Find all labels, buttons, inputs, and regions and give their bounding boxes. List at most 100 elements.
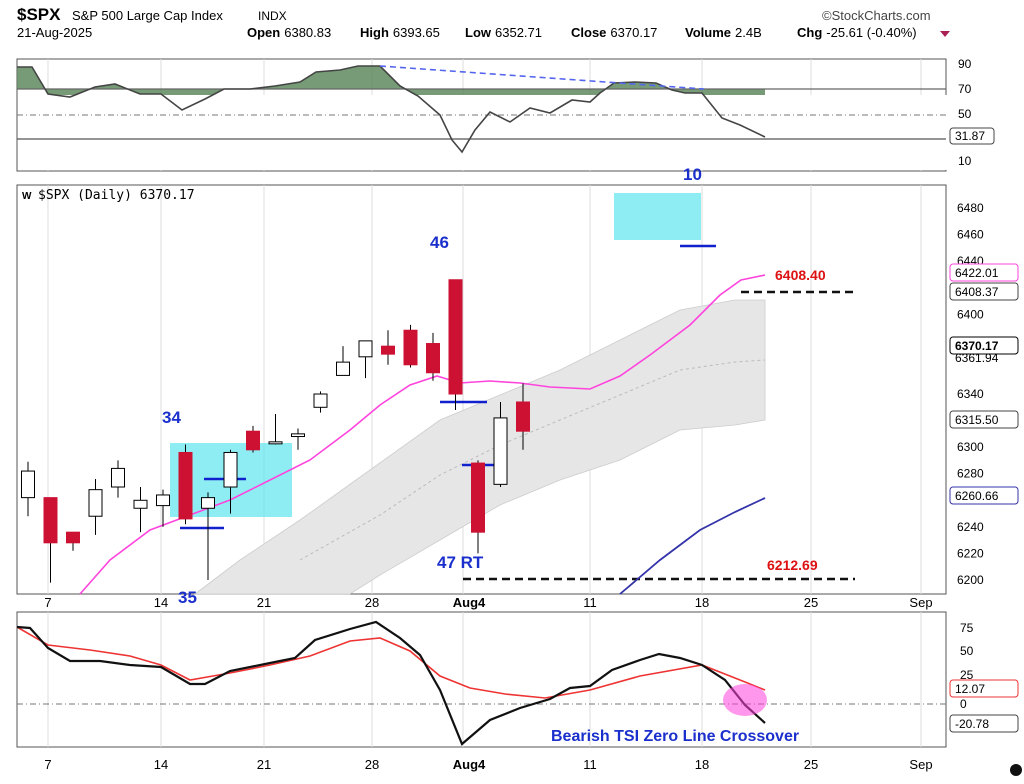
tsi-axis-tick: 50 xyxy=(960,644,974,658)
x-axis-tick: 18 xyxy=(695,595,709,610)
tag-lower-text: 6315.50 xyxy=(955,413,999,427)
count-label-47-rt: 47 RT xyxy=(437,553,484,572)
tag-tsi-signal-box xyxy=(949,679,1019,698)
x-axis-tick: Aug4 xyxy=(453,595,486,610)
high-value: 6393.65 xyxy=(393,25,440,40)
highlight-box-10 xyxy=(614,193,701,240)
candle xyxy=(43,497,58,544)
tsi-signal-line xyxy=(16,626,766,699)
price-axis-tick: 6200 xyxy=(957,573,984,587)
candle xyxy=(178,451,193,520)
price-axis-tick: 6460 xyxy=(957,228,984,242)
candle xyxy=(66,531,80,544)
close-value: 6370.17 xyxy=(610,25,657,40)
low-label: Low xyxy=(465,25,492,40)
candle xyxy=(471,462,485,533)
resistance-label: 6408.40 xyxy=(775,267,826,283)
crossover-highlight xyxy=(723,684,767,716)
tsi-axis-tick: 25 xyxy=(960,668,974,682)
low-value: 6352.71 xyxy=(495,25,542,40)
rsi-divergence-line xyxy=(379,65,705,90)
candle xyxy=(133,499,148,509)
tag-ma20-text: 6422.01 xyxy=(955,266,999,280)
price-axis-tick: 6240 xyxy=(957,520,984,534)
x-axis-tick-bottom: Sep xyxy=(909,757,932,772)
rsi-mask xyxy=(18,95,948,170)
header-name: S&P 500 Large Cap Index xyxy=(72,8,223,23)
candle xyxy=(223,451,238,488)
price-axis-tick: 6340 xyxy=(957,387,984,401)
x-axis-tick-bottom: 21 xyxy=(257,757,271,772)
tag-ma50-box xyxy=(949,486,1019,505)
x-axis-tick-bottom: Aug4 xyxy=(453,757,486,772)
rsi-axis-tick: 70 xyxy=(958,82,972,96)
candle xyxy=(268,441,283,445)
candle xyxy=(516,401,530,432)
rsi-axis-tick: 90 xyxy=(958,57,972,71)
candle xyxy=(246,430,260,451)
candle xyxy=(381,345,395,355)
rsi-value-text: 31.87 xyxy=(955,129,985,143)
tag-tsi-signal-text: 12.07 xyxy=(955,682,985,696)
tsi-annotation: Bearish TSI Zero Line Crossover xyxy=(551,728,799,745)
chg-value: -25.61 (-0.40%) xyxy=(826,25,916,40)
count-label-46: 46 xyxy=(430,233,449,252)
candle xyxy=(313,393,328,408)
x-axis-tick: 28 xyxy=(365,595,379,610)
open-value: 6380.83 xyxy=(284,25,331,40)
x-axis-tick: 7 xyxy=(44,595,51,610)
candle xyxy=(201,497,215,509)
candle xyxy=(358,340,373,358)
tag-level-box xyxy=(949,282,1019,301)
tag-close-text: 6370.17 xyxy=(955,339,999,353)
rsi-line xyxy=(17,65,766,154)
tsi-axis-tick: 0 xyxy=(960,697,967,711)
x-axis-tick-bottom: 7 xyxy=(44,757,51,772)
header-exchange: INDX xyxy=(258,9,287,23)
header-symbol: $SPX xyxy=(17,5,61,24)
x-axis-tick: Sep xyxy=(909,595,932,610)
bollinger-midline xyxy=(299,359,766,561)
candle xyxy=(291,433,305,438)
x-axis-tick: 21 xyxy=(257,595,271,610)
volume-label: Volume xyxy=(685,25,731,40)
candle xyxy=(336,361,350,376)
x-axis-tick: 11 xyxy=(583,595,597,610)
x-axis-tick-bottom: 25 xyxy=(804,757,818,772)
support-label: 6212.69 xyxy=(767,557,818,573)
tag-ma50-text: 6260.66 xyxy=(955,489,999,503)
open-label: Open xyxy=(247,25,280,40)
candle xyxy=(21,470,35,499)
header-date: 21-Aug-2025 xyxy=(17,25,92,40)
tag-ma20-box xyxy=(949,263,1019,282)
tag-level-text: 6408.37 xyxy=(955,285,999,299)
candle xyxy=(403,329,418,366)
tag-close-box xyxy=(949,336,1019,355)
tag-mid-text: 6361.94 xyxy=(955,351,999,365)
candle xyxy=(426,343,440,374)
rsi-axis-tick: 10 xyxy=(958,154,972,168)
tag-lower-box xyxy=(949,410,1019,429)
candle xyxy=(448,279,463,395)
volume-value: 2.4B xyxy=(735,25,762,40)
rsi-value-tag xyxy=(949,127,995,145)
candle xyxy=(156,494,170,507)
price-axis-tick: 6280 xyxy=(957,467,984,481)
moving-average-50 xyxy=(619,497,766,595)
price-axis-tick: 6300 xyxy=(957,440,984,454)
rsi-overbought-fill xyxy=(17,66,765,152)
candle-legend-icon: W xyxy=(22,191,32,202)
tsi-line xyxy=(16,620,766,746)
rsi-axis-tick: 50 xyxy=(958,107,972,121)
x-axis-tick-bottom: 14 xyxy=(154,757,168,772)
brand-logo: ©StockCharts.com xyxy=(822,8,931,23)
corner-dot xyxy=(1010,764,1022,776)
x-axis-tick-bottom: 18 xyxy=(695,757,709,772)
panel-frame-3 xyxy=(16,611,947,748)
close-label: Close xyxy=(571,25,606,40)
price-axis-tick: 6220 xyxy=(957,546,984,560)
tag-tsi-box xyxy=(949,714,1019,733)
x-axis-tick-bottom: 11 xyxy=(583,757,597,772)
candle xyxy=(493,417,508,485)
